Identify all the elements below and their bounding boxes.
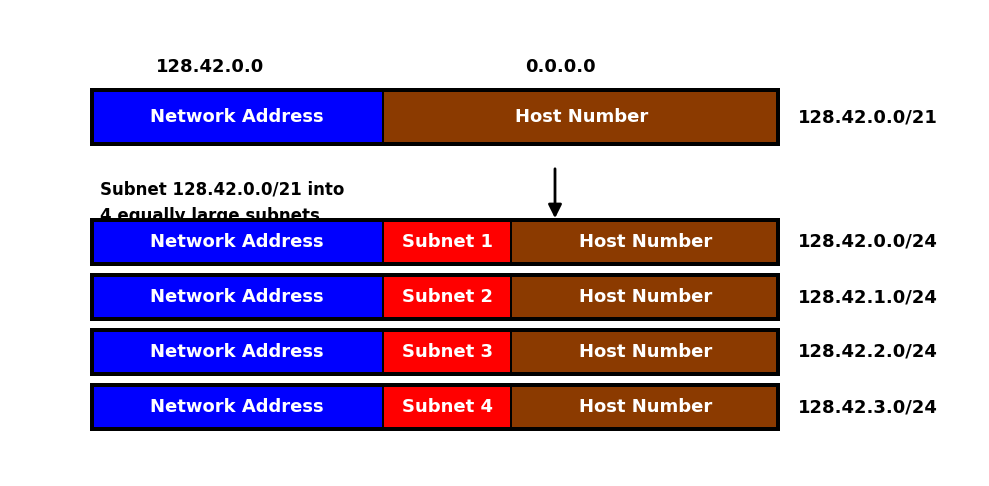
Text: Subnet 1: Subnet 1: [402, 233, 493, 251]
Text: Host Number: Host Number: [579, 288, 712, 306]
Bar: [385, 277, 510, 317]
Text: Network Address: Network Address: [149, 343, 323, 361]
Bar: [385, 332, 510, 372]
Text: 128.42.3.0/24: 128.42.3.0/24: [798, 398, 938, 416]
Bar: [385, 92, 776, 142]
Text: Host Number: Host Number: [579, 343, 712, 361]
Text: Subnet 128.42.0.0/21 into
4 equally large subnets,
which can hold at least 100 h: Subnet 128.42.0.0/21 into 4 equally larg…: [100, 181, 470, 252]
Bar: [512, 277, 776, 317]
Bar: [90, 273, 780, 321]
Text: 128.42.2.0/24: 128.42.2.0/24: [798, 343, 938, 361]
Bar: [512, 332, 776, 372]
Text: Network Address: Network Address: [149, 108, 323, 126]
Text: Network Address: Network Address: [149, 233, 323, 251]
Bar: [94, 387, 383, 427]
Text: Subnet 4: Subnet 4: [402, 398, 493, 416]
Text: Host Number: Host Number: [579, 233, 712, 251]
Text: Network Address: Network Address: [149, 398, 323, 416]
Bar: [90, 383, 780, 431]
Bar: [385, 222, 510, 262]
Bar: [90, 218, 780, 266]
Text: 128.42.0.0/21: 128.42.0.0/21: [798, 108, 938, 126]
Bar: [94, 92, 383, 142]
Text: Host Number: Host Number: [579, 398, 712, 416]
Bar: [512, 387, 776, 427]
Text: Host Number: Host Number: [515, 108, 648, 126]
Text: 128.42.0.0: 128.42.0.0: [156, 58, 264, 76]
Text: Subnet 2: Subnet 2: [402, 288, 493, 306]
Bar: [90, 328, 780, 376]
Bar: [94, 222, 383, 262]
Text: 0.0.0.0: 0.0.0.0: [525, 58, 595, 76]
Text: Subnet 3: Subnet 3: [402, 343, 493, 361]
Bar: [90, 88, 780, 146]
Text: 128.42.0.0/24: 128.42.0.0/24: [798, 233, 938, 251]
Bar: [94, 332, 383, 372]
Text: 128.42.1.0/24: 128.42.1.0/24: [798, 288, 938, 306]
Bar: [385, 387, 510, 427]
Text: Network Address: Network Address: [149, 288, 323, 306]
Bar: [512, 222, 776, 262]
Bar: [94, 277, 383, 317]
